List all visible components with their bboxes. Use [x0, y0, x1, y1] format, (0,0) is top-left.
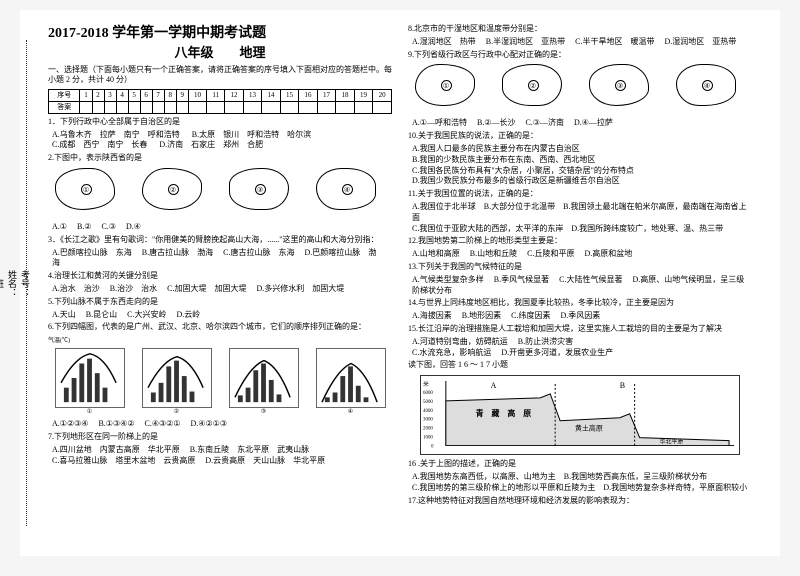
table-row: 答案	[49, 101, 392, 113]
svg-text:B: B	[620, 381, 625, 390]
svg-text:4000: 4000	[423, 409, 433, 414]
svg-text:3000: 3000	[423, 418, 433, 423]
q3: 3．《长江之歌》里有句歌词："你用健美的臂膀挽起高山大海，......"这里的高…	[48, 235, 392, 246]
title-sub: 八年级 地理	[48, 42, 392, 61]
q4-opts: A.治水 治沙B.治沙 治水C.加固大堤 加固大堤D.多兴修水利 加固大堤	[52, 284, 392, 295]
answer-table: 序号 1234567891011121314151617181920 答案	[48, 89, 392, 114]
q1-opts: A.乌鲁木齐 拉萨 南宁 呼和浩特 B.太原 银川 呼和浩特 哈尔滨 C.成都 …	[52, 130, 392, 152]
svg-text:华北平原: 华北平原	[660, 438, 684, 446]
map-icon: ④	[676, 64, 746, 114]
svg-text:5000: 5000	[423, 400, 433, 405]
q7-opts: A.四川盆地 内蒙古高原 华北平原B.东南丘陵 东北平原 武夷山脉 C.喜马拉雅…	[52, 445, 392, 467]
q8: 8.北京市的干湿地区和温度带分别是：	[408, 24, 752, 35]
q9-opts: A.①—呼和浩特B.②—长沙C.③—济南D.④—拉萨	[412, 118, 752, 129]
q13: 13.下列关于我国的气候特征的是	[408, 262, 752, 273]
left-column: 2017-2018 学年第一学期中期考试题 八年级 地理 一、选择题（下面每小题…	[40, 22, 400, 544]
q8-opts: A.湿润地区 热带B.半湿润地区 亚热带C.半干旱地区 暖温带D.湿润地区 亚热…	[412, 37, 752, 48]
q7: 7.下列地形区在同一阶梯上的是	[48, 432, 392, 443]
map-icon: ①	[415, 64, 485, 114]
q1: 1．下列行政中心全部属于自治区的是	[48, 117, 392, 128]
q12: 12.我国地势第二阶梯上的地形类型主要是：	[408, 236, 752, 247]
chart-icon	[230, 349, 298, 407]
q10: 10.关于我国民族的说法，正确的是：	[408, 131, 752, 142]
svg-text:黄土高原: 黄土高原	[575, 424, 603, 433]
chart-icon	[56, 349, 124, 407]
q16: 16 .关于上图的描述，正确的是	[408, 459, 752, 470]
svg-text:6000: 6000	[423, 391, 433, 396]
map-icon: ①	[55, 168, 125, 218]
q6-opts: A.①②③④B.①③④②C.④③②①D.④②①③	[52, 419, 392, 430]
q5: 5.下列山脉不属于东西走向的是	[48, 297, 392, 308]
q15: 15.长江沿岸的治理措施是人工栽培和加固大堤，这里实施人工栽培的目的主要是为了解…	[408, 324, 752, 335]
chart-icon	[143, 349, 211, 407]
q6: 6.下列四幅图，代表的是广州、武汉、北京、哈尔滨四个城市，它们的顺序排列正确的是…	[48, 322, 392, 333]
province-maps-q2: ① ② ③ ④	[48, 168, 392, 218]
svg-text:0: 0	[431, 445, 434, 450]
title-main: 2017-2018 学年第一学期中期考试题	[48, 22, 392, 42]
q2: 2.下图中，表示陕西省的是	[48, 153, 392, 164]
climate-chart: ①	[55, 348, 125, 415]
row-label: 序号	[49, 89, 80, 101]
dotted-fold-line	[26, 40, 27, 526]
map-icon: ④	[316, 168, 386, 218]
q5-opts: A.天山B.昆仑山C.大兴安岭D.云岭	[52, 310, 392, 321]
chart-icon	[317, 349, 385, 407]
map-icon: ②	[142, 168, 212, 218]
svg-text:2000: 2000	[423, 427, 433, 432]
q11-opts: A.我国位于北半球 B.大部分位于北温带 B.我国领土最北端在帕米尔高原，最南端…	[412, 202, 752, 234]
chart-axis-label-left: 气温(℃)	[48, 335, 392, 344]
q2-opts: A.①B.②C.③D.④	[52, 222, 392, 233]
right-column: 8.北京市的干湿地区和温度带分别是： A.湿润地区 热带B.半湿润地区 亚热带C…	[400, 22, 760, 544]
q13-opts: A.气候类型复杂多样B.季风气候显著C.大陆性气候显著D.高原、山地气候明显，呈…	[412, 275, 752, 297]
profile-chart-icon: 米 6000 5000 4000 3000 2000 1000 0 青 藏 高 原 黄土高原…	[421, 376, 739, 456]
q17: 17.这种地势特征对我国自然地理环境和经济发展的影响表现为：	[408, 496, 752, 507]
svg-text:米: 米	[423, 380, 429, 388]
filler-text: 读下图，回答 1 6 ～ 1 7 小题	[408, 360, 752, 371]
climate-chart: ②	[142, 348, 212, 415]
climate-charts: ① ② ③ ④	[48, 348, 392, 415]
instructions: 一、选择题（下面每小题只有一个正确答案，请将正确答案的序号填入下面相对应的答题栏…	[48, 65, 392, 86]
svg-text:1000: 1000	[423, 436, 433, 441]
q4: 4.治理长江和黄河的关键分别是	[48, 271, 392, 282]
binding-margin: 考号： 姓名： 班 封 线 班级： 密 学校：	[18, 10, 32, 556]
q10-opts: A.我国人口最多的民族主要分布在内蒙古自治区 B.我国的少数民族主要分布在东南、…	[412, 144, 752, 187]
q9: 9.下列省级行政区与行政中心配对正确的是：	[408, 50, 752, 61]
q15-opts: A.河道特别弯曲，妨碍航运B.防止洪涝灾害 C.水流充急，影响航运D.开凿更多河…	[412, 337, 752, 359]
margin-ban: 班	[0, 279, 6, 288]
exam-page: 考号： 姓名： 班 封 线 班级： 密 学校： 2017-2018 学年第一学期…	[20, 10, 780, 556]
climate-chart: ④	[316, 348, 386, 415]
q16-opts: A.我国地势东高西低，以高原、山地为主 B.我国地势西高东低，呈三级阶梯状分布 …	[412, 472, 752, 494]
map-icon: ②	[502, 64, 572, 114]
province-maps-q9: ① ② ③ ④	[408, 64, 752, 114]
svg-text:青 藏 高 原: 青 藏 高 原	[476, 408, 532, 418]
row-label: 答案	[49, 101, 80, 113]
q14-opts: A.海拔因素B.地形因素C.纬度因素D.季风因素	[412, 311, 752, 322]
q12-opts: A.山地和高原B.山地和丘陵C.丘陵和平原D.高原和盆地	[412, 249, 752, 260]
table-row: 序号 1234567891011121314151617181920	[49, 89, 392, 101]
terrain-profile-chart: 米 6000 5000 4000 3000 2000 1000 0 青 藏 高 原 黄土高原…	[420, 375, 740, 455]
svg-text:A: A	[491, 381, 497, 390]
q3-opts: A.巴颜喀拉山脉 东海B.唐古拉山脉 渤海C.唐古拉山脉 东海D.巴颜喀拉山脉 …	[52, 248, 392, 270]
climate-chart: ③	[229, 348, 299, 415]
map-icon: ③	[229, 168, 299, 218]
q14: 14.与世界上同纬度地区相比，我国夏季比较热，冬季比较冷，正主要是因为	[408, 298, 752, 309]
q11: 11.关于我国位置的说法，正确的是：	[408, 189, 752, 200]
map-icon: ③	[589, 64, 659, 114]
margin-xingming: 姓名：	[6, 270, 19, 297]
